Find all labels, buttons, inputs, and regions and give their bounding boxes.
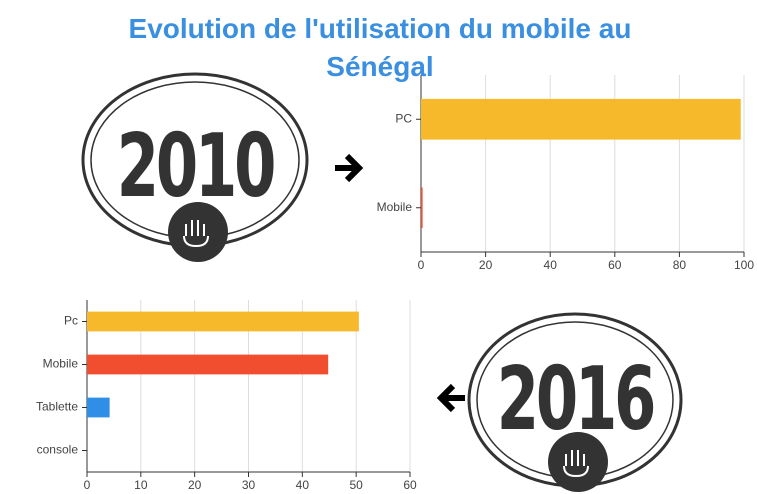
- y-tick-label: Tablette: [36, 400, 78, 414]
- bar: [87, 311, 359, 332]
- hand-icon: [183, 220, 209, 248]
- x-tick-label: 30: [242, 478, 256, 492]
- y-tick-label: PC: [395, 111, 412, 125]
- bar: [421, 187, 423, 229]
- arrow: [436, 383, 465, 413]
- y-tick-label: console: [37, 443, 79, 457]
- title: Evolution de l'utilisation du mobile au …: [128, 13, 632, 82]
- x-tick-label: 0: [84, 478, 91, 492]
- y-tick-label: Pc: [64, 314, 78, 328]
- y-tick-label: Mobile: [43, 357, 79, 371]
- x-tick-label: 80: [673, 258, 687, 272]
- x-tick-label: 0: [418, 258, 425, 272]
- bar: [87, 354, 329, 375]
- hand-icon: [563, 450, 589, 478]
- x-tick-label: 10: [134, 478, 148, 492]
- bar: [87, 397, 110, 418]
- x-tick-label: 20: [188, 478, 202, 492]
- x-tick-label: 50: [349, 478, 363, 492]
- x-tick-label: 60: [403, 478, 417, 492]
- x-tick-label: 40: [544, 258, 558, 272]
- badge-year: 2010: [117, 115, 274, 217]
- x-tick-label: 60: [608, 258, 622, 272]
- bar: [421, 98, 741, 140]
- x-tick-label: 40: [296, 478, 310, 492]
- arrow: [335, 153, 364, 183]
- y-tick-label: Mobile: [377, 200, 413, 214]
- x-tick-label: 20: [479, 258, 493, 272]
- x-tick-label: 100: [734, 258, 754, 272]
